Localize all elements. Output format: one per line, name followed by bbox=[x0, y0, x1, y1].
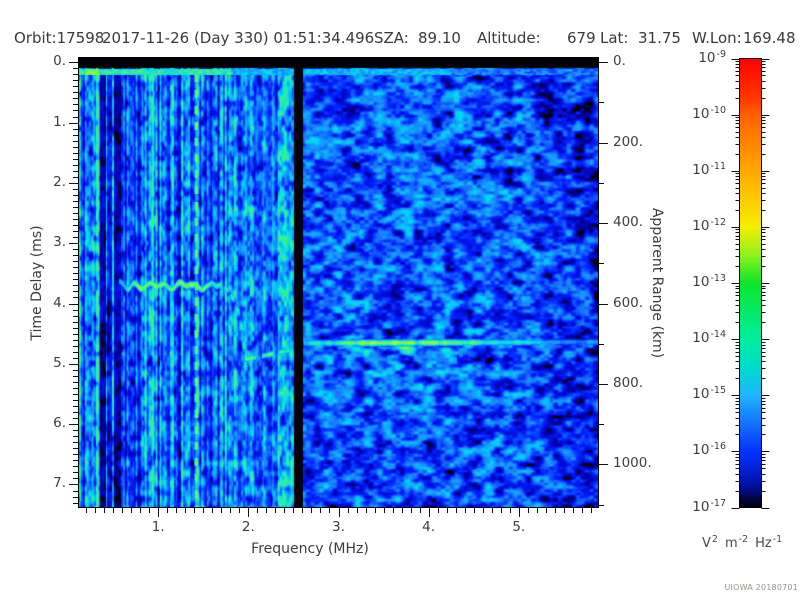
colorbar-tick-label: 10-12 bbox=[692, 216, 726, 234]
colorbar-tick-label: 10-14 bbox=[692, 329, 726, 347]
header-orbit: Orbit:17598 bbox=[14, 29, 105, 47]
colorbar-tick-label: 10-13 bbox=[692, 273, 726, 290]
x-tick-label: 3. bbox=[332, 519, 345, 535]
y-left-tick-label: 7. bbox=[53, 475, 66, 492]
x-tick-label: 4. bbox=[422, 519, 436, 535]
header-lat-label: Lat: bbox=[600, 29, 629, 47]
header-datetime: 2017-11-26 (Day 330) 01:51:34.496 bbox=[102, 29, 375, 47]
header-altitude-value: 679 bbox=[567, 29, 596, 47]
y-right-tick-label: 400. bbox=[613, 214, 644, 231]
y-right-tick-label: 600. bbox=[613, 294, 644, 311]
header-wlon-value: 169.48 bbox=[743, 29, 796, 47]
y-axis-left-title: Time Delay (ms) bbox=[29, 225, 45, 341]
y-left-tick-label: 0. bbox=[53, 53, 66, 70]
y-axis-right-title: Apparent Range (km) bbox=[649, 207, 665, 359]
y-right-tick-label: 0. bbox=[613, 53, 626, 70]
colorbar-tick-label: 10-11 bbox=[692, 160, 726, 178]
y-right-tick-label: 800. bbox=[613, 374, 644, 391]
colorbar-tick-label: 10-17 bbox=[692, 497, 726, 515]
y-right-tick-label: 200. bbox=[613, 133, 644, 150]
y-left-tick-label: 4. bbox=[53, 294, 66, 311]
credit-watermark: UIOWA 20180701 bbox=[724, 583, 798, 592]
y-left-tick-label: 6. bbox=[53, 415, 66, 432]
y-right-tick-label: 1000. bbox=[613, 455, 652, 472]
y-left-tick-label: 2. bbox=[53, 173, 66, 190]
x-tick-label: 1. bbox=[151, 519, 165, 535]
y-left-tick-label: 5. bbox=[53, 354, 66, 371]
header-lat-value: 31.75 bbox=[638, 29, 681, 47]
colorbar-tick-label: 10-15 bbox=[692, 385, 726, 403]
header-altitude-label: Altitude: bbox=[477, 29, 541, 47]
y-left-tick-label: 1. bbox=[53, 113, 66, 130]
header-sza-label: SZA: bbox=[374, 29, 409, 47]
header-sza-value: 89.10 bbox=[418, 29, 461, 47]
colorbar-tick-label: 10-10 bbox=[692, 104, 726, 122]
spectrogram-canvas bbox=[78, 58, 599, 508]
x-tick-label: 2. bbox=[241, 519, 255, 535]
colorbar-tick-label: 10-16 bbox=[692, 441, 726, 459]
colorbar-tick-label: 10-9 bbox=[698, 48, 726, 66]
y-left-tick-label: 3. bbox=[53, 234, 66, 251]
x-axis-title: Frequency (MHz) bbox=[251, 541, 369, 557]
header-wlon-label: W.Lon: bbox=[692, 29, 742, 47]
x-tick-label: 5. bbox=[512, 519, 526, 535]
colorbar-unit-label: V2 m-2 Hz-1 bbox=[702, 534, 783, 551]
